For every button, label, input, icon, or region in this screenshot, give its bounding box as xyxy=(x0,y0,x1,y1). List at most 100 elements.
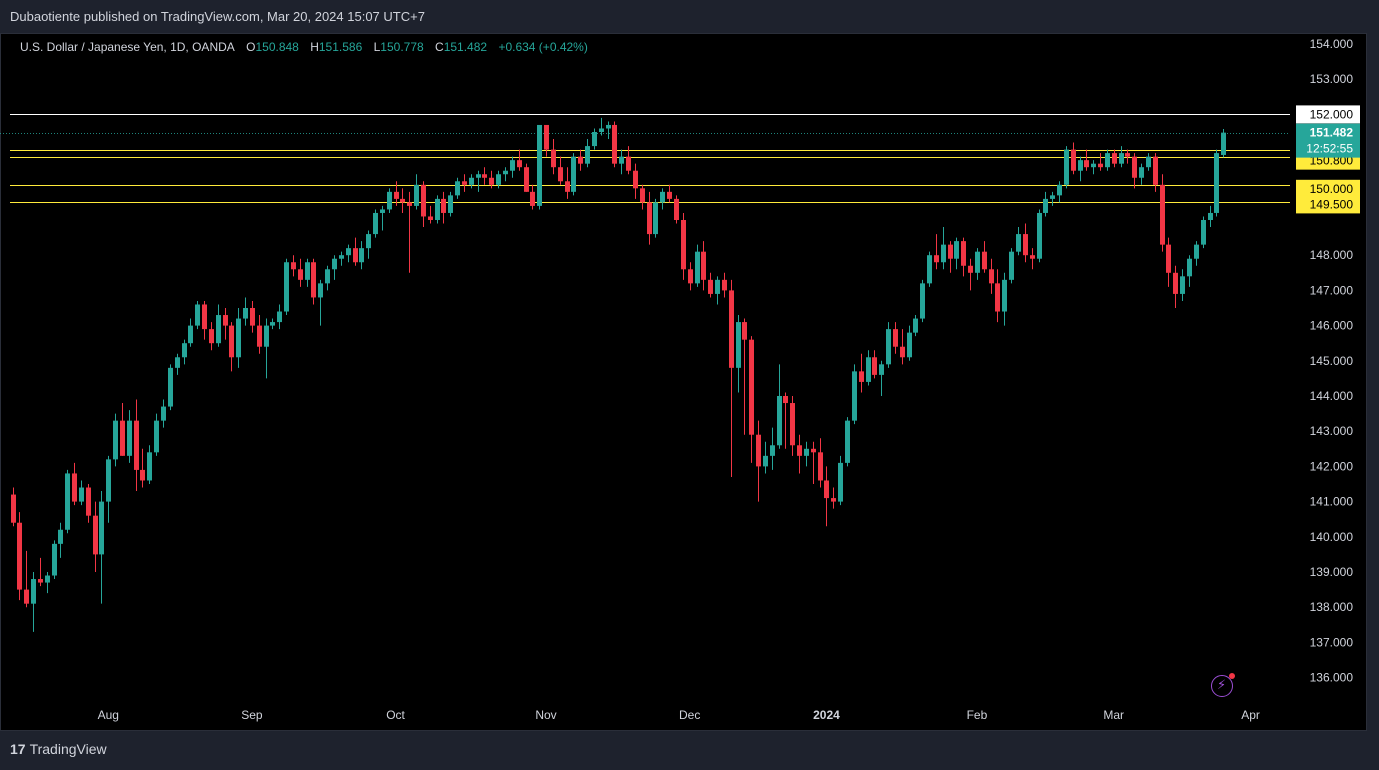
x-tick-label: Mar xyxy=(1103,708,1124,722)
candle xyxy=(503,167,508,182)
candle-body xyxy=(1084,160,1089,168)
chart-frame[interactable] xyxy=(0,33,1367,731)
candle-body xyxy=(1043,198,1048,213)
candle xyxy=(243,297,248,326)
candle-body xyxy=(175,357,180,368)
candle-body xyxy=(1153,156,1158,185)
candle-body xyxy=(448,195,453,213)
candle xyxy=(845,417,850,467)
candle-body xyxy=(872,357,877,375)
candle xyxy=(229,322,234,372)
candle xyxy=(578,149,583,171)
candle xyxy=(195,300,200,330)
candle xyxy=(209,322,214,351)
candle-body xyxy=(585,146,590,164)
candle-body xyxy=(414,184,419,206)
candle-body xyxy=(701,251,706,280)
candle-body xyxy=(660,191,665,203)
high-key: H xyxy=(310,40,319,54)
candle-body xyxy=(482,174,487,178)
candle-body xyxy=(1208,212,1213,220)
y-tick-label: 142.000 xyxy=(1310,459,1354,473)
candle-body xyxy=(749,339,754,435)
candle-body xyxy=(421,184,426,217)
candle xyxy=(592,128,597,150)
candle-body xyxy=(599,128,604,132)
candle-body xyxy=(38,579,43,583)
candle-body xyxy=(428,216,433,220)
candle-body xyxy=(31,579,36,604)
candle xyxy=(448,191,453,217)
candle-body xyxy=(305,262,310,280)
candle-body xyxy=(1160,184,1165,245)
candle xyxy=(893,322,898,354)
candle xyxy=(1084,149,1089,171)
symbol-title[interactable]: U.S. Dollar / Japanese Yen, 1D, OANDA xyxy=(20,40,235,54)
candle xyxy=(524,163,529,192)
candle xyxy=(790,396,795,456)
candle xyxy=(1180,269,1185,301)
candle-body xyxy=(134,420,139,470)
candle xyxy=(660,188,665,210)
candle xyxy=(127,410,132,463)
candle-body xyxy=(742,322,747,340)
candle xyxy=(298,258,303,287)
candle-body xyxy=(729,290,734,368)
candle-body xyxy=(838,462,843,502)
candle xyxy=(612,121,617,168)
candle xyxy=(45,572,50,594)
candle-body xyxy=(770,445,775,456)
candle xyxy=(599,117,604,136)
high-value: 151.586 xyxy=(318,40,363,54)
candle xyxy=(975,248,980,280)
candle-body xyxy=(530,191,535,206)
candle xyxy=(619,149,624,175)
candle xyxy=(866,350,871,386)
lightning-icon[interactable]: ⚡ xyxy=(1211,673,1235,697)
candle-body xyxy=(86,487,91,516)
candle xyxy=(1105,149,1110,171)
candle-body xyxy=(277,311,282,323)
candle-body xyxy=(941,244,946,263)
close-value: 151.482 xyxy=(443,40,488,54)
candle xyxy=(571,153,576,196)
candle-body xyxy=(1132,156,1137,178)
candle-body xyxy=(79,487,84,502)
candle xyxy=(1166,237,1171,287)
candle xyxy=(476,170,481,192)
candle xyxy=(400,188,405,213)
candle xyxy=(325,265,330,291)
candle xyxy=(1009,248,1014,284)
candle xyxy=(633,163,638,199)
candle-body xyxy=(257,325,262,347)
candle-body xyxy=(1139,167,1144,178)
candle-body xyxy=(209,329,214,344)
candle-body xyxy=(469,177,474,185)
candle xyxy=(565,167,570,199)
candle-body xyxy=(783,396,788,404)
price-tags: 152.000151.000150.800150.000149.500151.4… xyxy=(1296,105,1360,214)
x-tick-label: Aug xyxy=(98,708,119,722)
candle-body xyxy=(804,448,809,456)
candle xyxy=(1016,227,1021,256)
tradingview-logo-icon[interactable]: 17 xyxy=(10,741,26,757)
x-tick-label: Nov xyxy=(535,708,556,722)
candle-body xyxy=(52,543,57,576)
price-chart[interactable]: 154.000 153.000 148.000 147.000 146.000 145.0… xyxy=(0,33,1367,731)
candles xyxy=(11,117,1226,632)
candle-body xyxy=(387,191,392,210)
candle xyxy=(113,413,118,467)
candle-body xyxy=(619,156,624,164)
candle-body xyxy=(674,198,679,220)
notification-dot xyxy=(1229,673,1235,679)
candle xyxy=(838,455,843,506)
candle-body xyxy=(291,262,296,270)
candle xyxy=(859,353,864,393)
x-tick-label: Apr xyxy=(1241,708,1260,722)
candle xyxy=(489,170,494,189)
candle-body xyxy=(524,167,529,192)
candle xyxy=(257,315,262,354)
candle-body xyxy=(17,522,22,590)
candle-body xyxy=(866,357,871,382)
publisher-bar: Dubaotiente published on TradingView.com… xyxy=(0,0,1379,33)
